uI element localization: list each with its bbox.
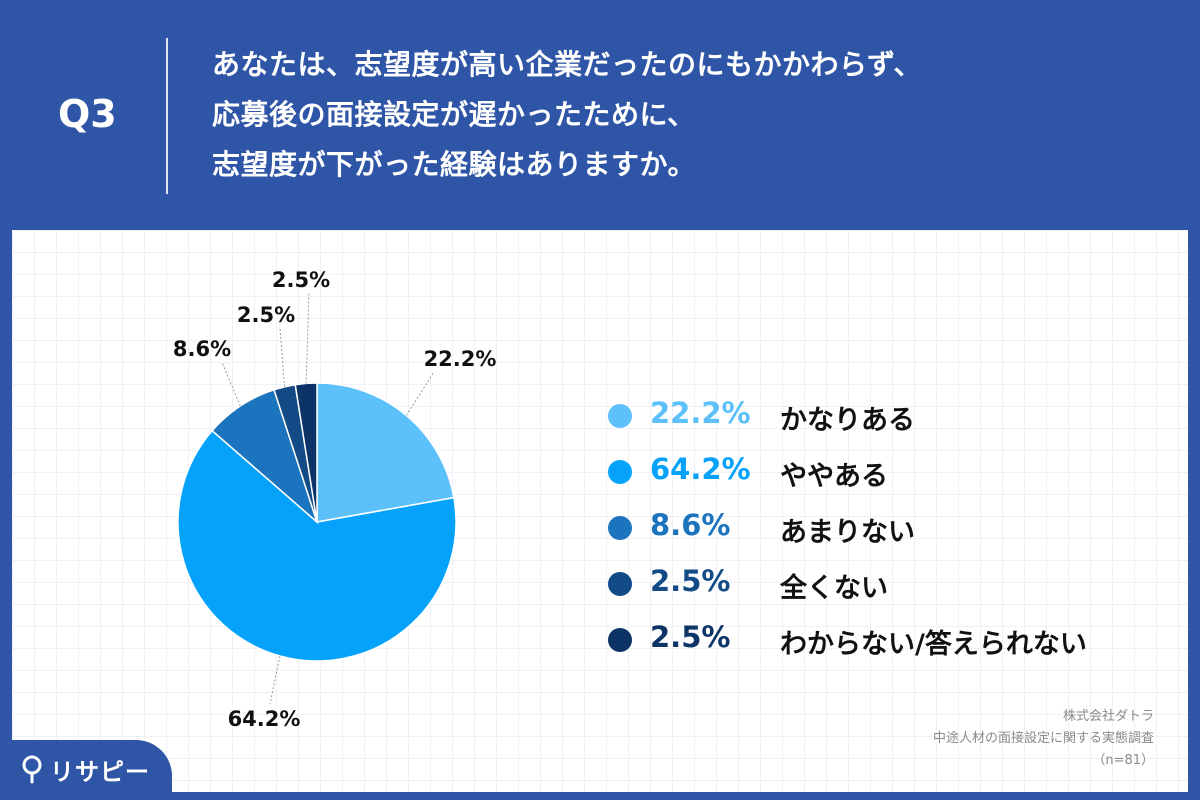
legend-item: 64.2% ややある bbox=[608, 446, 1168, 502]
header-divider bbox=[166, 38, 168, 194]
legend-percent: 8.6% bbox=[650, 508, 731, 542]
question-line: 志望度が下がった経験はありますか。 bbox=[212, 148, 696, 181]
legend-item: 22.2% かなりある bbox=[608, 390, 1168, 446]
source-sample: （n=81） bbox=[1092, 753, 1154, 768]
pie-chart: 22.2%64.2%8.6%2.5%2.5% bbox=[173, 268, 497, 731]
brand-name: リサピー bbox=[50, 758, 150, 786]
leader-line bbox=[305, 292, 310, 384]
question-line: あなたは、志望度が高い企業だったのにもかかわらず、 bbox=[212, 48, 922, 81]
data-label: 8.6% bbox=[173, 337, 231, 361]
chart-panel: 22.2% 64.2% 8.6% 2.5% 2.5% 22.2% かなりある 64.2%… bbox=[12, 230, 1188, 792]
pie-slice bbox=[316, 382, 455, 523]
data-label: 64.2% bbox=[228, 707, 301, 731]
legend-percent: 22.2% bbox=[650, 396, 751, 430]
legend-label: わからない/答えられない bbox=[780, 629, 1087, 660]
legend-percent: 64.2% bbox=[650, 452, 751, 486]
leader-line bbox=[279, 327, 286, 387]
legend-label: あまりない bbox=[780, 517, 915, 548]
leader-line bbox=[405, 371, 435, 416]
data-label: 2.5% bbox=[272, 268, 330, 292]
legend-percent: 2.5% bbox=[650, 620, 731, 654]
legend-label: ややある bbox=[780, 461, 888, 492]
legend-item: 2.5% わからない/答えられない bbox=[608, 614, 1168, 670]
brand-logo: リサピー bbox=[0, 740, 172, 800]
source-company: 株式会社ダトラ bbox=[1062, 709, 1154, 724]
data-label: 22.2% bbox=[424, 347, 497, 371]
legend-swatch bbox=[608, 572, 632, 596]
legend-swatch bbox=[608, 516, 632, 540]
legend-swatch bbox=[608, 404, 632, 428]
legend-swatch bbox=[608, 628, 632, 652]
legend-percent: 2.5% bbox=[650, 564, 731, 598]
question-number: Q3 bbox=[58, 92, 117, 136]
legend-item: 8.6% あまりない bbox=[608, 502, 1168, 558]
leader-line bbox=[221, 361, 241, 407]
source-survey: 中途人材の面接設定に関する実態調査 bbox=[932, 731, 1154, 746]
data-label: 2.5% bbox=[237, 303, 295, 327]
legend-item: 2.5% 全くない bbox=[608, 558, 1168, 614]
legend-label: かなりある bbox=[780, 405, 915, 436]
chart-legend: 22.2% かなりある 64.2% ややある 8.6% あまりない 2.5% 全… bbox=[608, 390, 1168, 670]
source-note: 株式会社ダトラ 中途人材の面接設定に関する実態調査 （n=81） bbox=[933, 706, 1154, 772]
leader-line bbox=[269, 655, 281, 705]
header-banner: Q3 あなたは、志望度が高い企業だったのにもかかわらず、 応募後の面接設定が遅か… bbox=[0, 0, 1200, 228]
question-text: あなたは、志望度が高い企業だったのにもかかわらず、 応募後の面接設定が遅かったた… bbox=[212, 40, 922, 190]
question-line: 応募後の面接設定が遅かったために、 bbox=[212, 98, 696, 131]
legend-label: 全くない bbox=[780, 573, 888, 604]
legend-swatch bbox=[608, 460, 632, 484]
location-pin-icon bbox=[22, 755, 42, 784]
